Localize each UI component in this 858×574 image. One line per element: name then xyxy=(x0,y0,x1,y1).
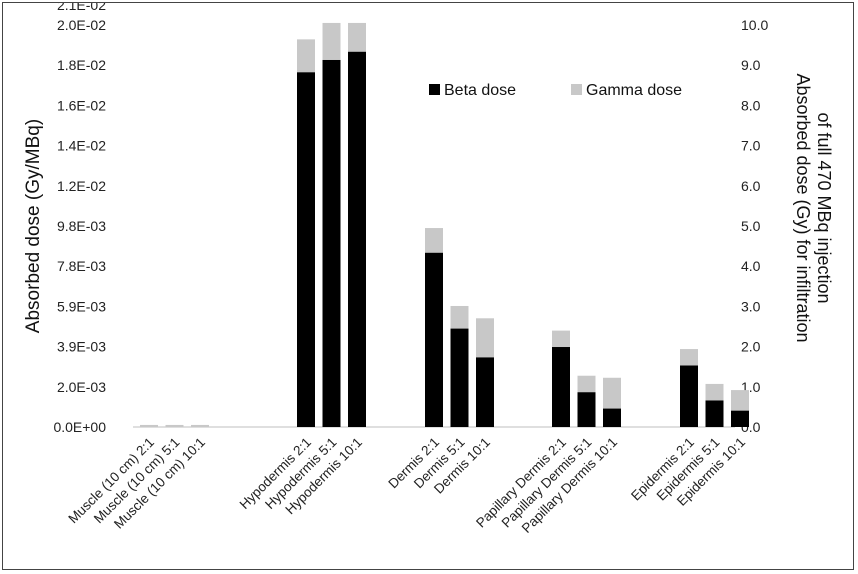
y-tick-label: 1.8E-02 xyxy=(57,57,106,73)
bar-beta-dose xyxy=(450,328,469,427)
y-tick-label: 9.8E-03 xyxy=(57,218,106,234)
left-axis-title: Absorbed dose (Gy/MBq) xyxy=(23,119,44,333)
y2-tick-label: 8.0 xyxy=(741,97,761,113)
y-tick-label: 1.6E-02 xyxy=(57,97,106,113)
legend-label: Gamma dose xyxy=(586,82,682,99)
bar-gamma-dose xyxy=(705,383,724,401)
bar-gamma-dose xyxy=(165,424,184,427)
y2-tick-label: 6.0 xyxy=(741,178,761,194)
bar-gamma-dose xyxy=(450,305,469,329)
bar-gamma-dose xyxy=(680,349,698,366)
bar-gamma-dose xyxy=(322,22,341,60)
bar-beta-dose xyxy=(680,365,698,427)
right-axis-title-line-2: of full 470 MBq injection xyxy=(814,112,834,303)
bar-beta-dose xyxy=(603,408,621,427)
bar-gamma-dose xyxy=(603,377,621,409)
y2-tick-label: 3.0 xyxy=(741,298,761,314)
bar-gamma-dose xyxy=(191,424,209,427)
y-tick-label: 2.0E-02 xyxy=(57,17,106,33)
right-axis-title-line-1: Absorbed dose (Gy) for infiltration xyxy=(793,73,813,342)
bar-gamma-dose xyxy=(297,39,315,73)
y-tick-label: 7.8E-03 xyxy=(57,258,106,274)
bar-beta-dose xyxy=(297,72,315,428)
y2-tick-label: 7.0 xyxy=(741,138,761,154)
legend-swatch xyxy=(571,84,582,95)
legend-label: Beta dose xyxy=(444,82,516,99)
bars-group xyxy=(140,22,749,428)
bar-beta-dose xyxy=(577,392,596,427)
y2-tick-label: 10.0 xyxy=(741,17,768,33)
bar-beta-dose xyxy=(322,59,341,428)
legend: Beta dose Gamma dose xyxy=(429,82,682,99)
y-tick-label: 1.2E-02 xyxy=(57,178,106,194)
y-tick-label: 3.9E-03 xyxy=(57,339,106,355)
bar-beta-dose xyxy=(348,51,366,427)
y-tick-label: 0.0E+00 xyxy=(53,419,106,435)
y-tick-label: 5.9E-03 xyxy=(57,298,106,314)
legend-swatch xyxy=(429,84,440,95)
y-tick-label: 2.0E-03 xyxy=(57,379,106,395)
y2-tick-label: 4.0 xyxy=(741,258,761,274)
bar-beta-dose xyxy=(731,410,749,427)
y-tick-label: 1.4E-02 xyxy=(57,138,106,154)
bar-gamma-dose xyxy=(577,375,596,393)
bar-gamma-dose xyxy=(552,330,570,348)
bar-gamma-dose xyxy=(425,228,443,253)
bar-beta-dose xyxy=(552,347,570,427)
bar-gamma-dose xyxy=(348,22,366,52)
left-axis-ticks: 0.0E+00 2.0E-03 3.9E-03 5.9E-03 7.8E-03 9.8E-… xyxy=(53,3,106,435)
bar-gamma-dose xyxy=(140,424,158,427)
bar-beta-dose xyxy=(476,357,494,427)
bar-gamma-dose xyxy=(476,318,494,358)
bar-gamma-dose xyxy=(731,390,749,411)
right-axis-ticks: 0.01.02.03.04.05.06.07.08.09.010.0 xyxy=(741,17,768,435)
bar-beta-dose xyxy=(425,252,443,427)
y2-tick-label: 9.0 xyxy=(741,57,761,73)
y-tick-label: 2.1E-02 xyxy=(57,3,106,13)
y2-tick-label: 5.0 xyxy=(741,218,761,234)
bar-beta-dose xyxy=(705,400,724,427)
stacked-bar-chart: 0.0E+00 2.0E-03 3.9E-03 5.9E-03 7.8E-03 9.8E-… xyxy=(23,3,834,536)
y2-tick-label: 2.0 xyxy=(741,339,761,355)
